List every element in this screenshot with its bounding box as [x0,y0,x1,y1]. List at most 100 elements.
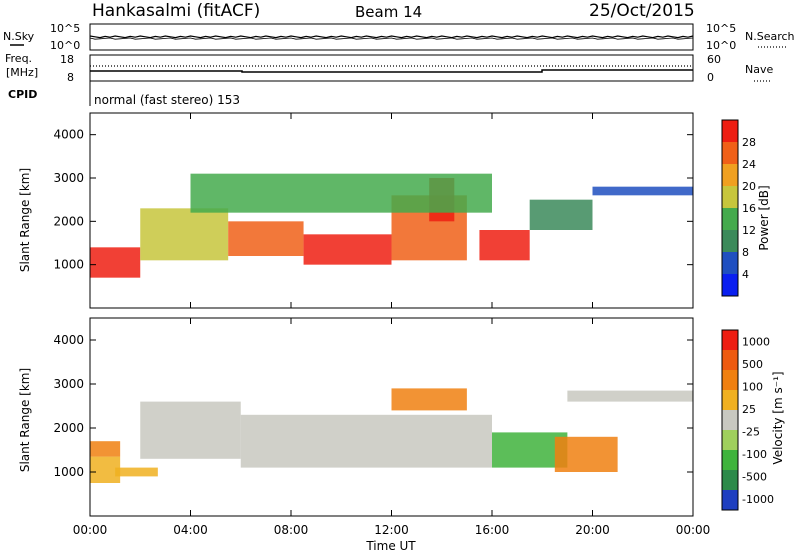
velocity-colorbar-label: Velocity [m s⁻¹] [771,371,785,464]
colorbar-swatch [722,274,738,296]
nsearch-tick-bottom: 10^0 [706,39,736,52]
colorbar-tick-label: 25 [742,403,756,416]
data-band-7 [529,199,593,230]
colorbar-swatch [722,370,738,390]
station-title: Hankasalmi (fitACF) [92,1,260,21]
colorbar-frame [721,329,739,511]
freq-frame [89,54,694,82]
nsky-label: N.Sky [3,30,35,43]
nsky-tick-top: 10^5 [50,22,80,35]
colorbar-tick-label: -1000 [742,493,774,506]
x-tick-label: 04:00 [173,523,208,537]
power-colorbar: 4 8 12 16 20 24 28 [721,119,756,297]
colorbar-tick-label: 24 [742,158,756,171]
nave-tick-bottom: 0 [707,71,714,84]
colorbar-tick-label: 28 [742,136,756,149]
power-colorbar-label: Power [dB] [757,185,771,250]
freq-line [90,69,693,73]
beam-title: Beam 14 [355,3,422,21]
colorbar-tick-label: 20 [742,180,756,193]
colorbar-swatch [722,430,738,450]
colorbar-tick-label: 12 [742,224,756,237]
x-axis-ticks: 00:00 04:00 08:00 12:00 16:00 20:00 00:00 [73,113,711,537]
power-data-layer [90,173,693,278]
power-panel: 1000 2000 3000 4000 Slant Range [km] 4 8 12 16… [18,112,771,309]
data-band-6 [479,230,530,261]
y-tick-label: 2000 [53,421,84,435]
colorbar-swatch [722,450,738,470]
nsky-line [89,35,694,39]
colorbar-frame [721,119,739,297]
x-tick-label: 00:00 [676,523,711,537]
power-ylabel: Slant Range [km] [18,168,32,272]
cpid-label: CPID [8,88,37,101]
data-band-9 [190,173,492,213]
cpid-row: CPID normal (fast stereo) 153 [8,81,240,107]
velocity-colorbar: 1000 500 100 25 -25 -100 -500 -1000 [721,329,774,511]
colorbar-swatch [722,252,738,274]
freq-label-1: Freq. [5,52,32,65]
freq-panel: Freq. [MHz] 18 8 60 0 Nave [5,52,773,84]
colorbar-swatch [722,390,738,410]
y-tick-label: 1000 [53,258,84,272]
data-band-1 [140,208,229,261]
data-band-3 [303,234,392,265]
freq-tick-bottom: 8 [67,71,74,84]
colorbar-swatch [722,120,738,142]
y-tick-label: 1000 [53,465,84,479]
colorbar-swatch [722,186,738,208]
colorbar-swatch [722,410,738,430]
colorbar-tick-label: 1000 [742,335,770,348]
data-band-8 [592,186,693,196]
data-band-1 [90,441,121,457]
data-band-8 [391,388,467,411]
data-band-7 [567,390,693,402]
colorbar-tick-label: -100 [742,448,767,461]
velocity-y-ticks: 1000 2000 3000 4000 [53,333,693,479]
colorbar-tick-label: 16 [742,202,756,215]
colorbar-tick-label: 8 [742,246,749,259]
colorbar-swatch [722,490,738,510]
y-tick-label: 3000 [53,171,84,185]
data-band-0 [90,247,141,278]
y-tick-label: 3000 [53,377,84,391]
nave-label: Nave [745,63,773,76]
colorbar-swatch [722,230,738,252]
x-tick-label: 12:00 [374,523,409,537]
freq-tick-top: 18 [60,53,74,66]
nsearch-label: N.Search [745,30,795,43]
freq-label-2: [MHz] [6,66,38,79]
x-tick-label: 16:00 [475,523,510,537]
x-tick-label: 00:00 [73,523,108,537]
colorbar-tick-label: 500 [742,358,763,371]
colorbar-swatch [722,470,738,490]
x-tick-label: 08:00 [274,523,309,537]
colorbar-swatch [722,164,738,186]
y-tick-label: 4000 [53,333,84,347]
power-y-ticks: 1000 2000 3000 4000 [53,128,693,272]
data-band-2 [115,467,158,477]
colorbar-tick-label: 4 [742,268,749,281]
y-tick-label: 2000 [53,214,84,228]
colorbar-tick-label: -25 [742,425,760,438]
nave-tick-top: 60 [707,53,721,66]
nsky-frame [89,23,694,51]
y-tick-label: 4000 [53,128,84,142]
data-band-6 [554,436,618,472]
nsky-panel: N.Sky 10^5 10^0 10^5 10^0 N.Search [3,22,795,52]
velocity-ylabel: Slant Range [km] [18,368,32,472]
nsearch-tick-top: 10^5 [706,22,736,35]
data-band-2 [228,221,304,256]
colorbar-tick-label: 100 [742,380,763,393]
colorbar-tick-label: -500 [742,470,767,483]
data-band-3 [140,401,241,459]
x-tick-label: 20:00 [575,523,610,537]
colorbar-swatch [722,142,738,164]
date-title: 25/Oct/2015 [589,1,695,21]
nsearch-line [89,37,694,40]
cpid-text: normal (fast stereo) 153 [94,93,240,107]
velocity-panel: 1000 2000 3000 4000 Slant Range [km] 1000 50… [18,317,785,517]
nsky-tick-bottom: 10^0 [50,39,80,52]
x-axis-label: Time UT [365,539,416,553]
